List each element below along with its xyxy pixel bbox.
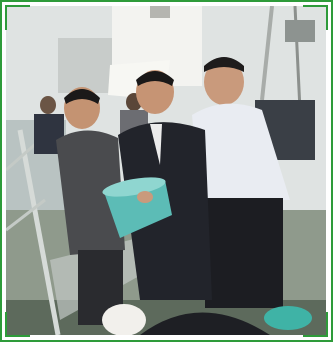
trousers	[205, 198, 283, 308]
mast	[260, 6, 274, 101]
hair	[136, 71, 174, 86]
corner-bracket	[5, 5, 30, 30]
corner-bracket	[5, 312, 30, 337]
corner-bracket	[303, 5, 328, 30]
basin	[264, 306, 312, 330]
foreground-person	[140, 312, 270, 335]
grey-jacket	[56, 130, 125, 255]
white-shirt	[192, 103, 290, 200]
photo	[6, 6, 326, 335]
mast-equipment	[285, 20, 315, 42]
shirt	[150, 124, 162, 165]
hand	[137, 191, 153, 203]
person-head	[204, 59, 244, 105]
corner-bracket	[303, 312, 328, 337]
person-head	[40, 96, 56, 114]
bucket-rim	[102, 177, 166, 197]
hair	[64, 89, 100, 104]
railing	[17, 129, 61, 335]
hat	[102, 304, 146, 335]
railing	[6, 198, 46, 232]
ship-detail	[150, 6, 170, 18]
hair	[204, 57, 244, 72]
